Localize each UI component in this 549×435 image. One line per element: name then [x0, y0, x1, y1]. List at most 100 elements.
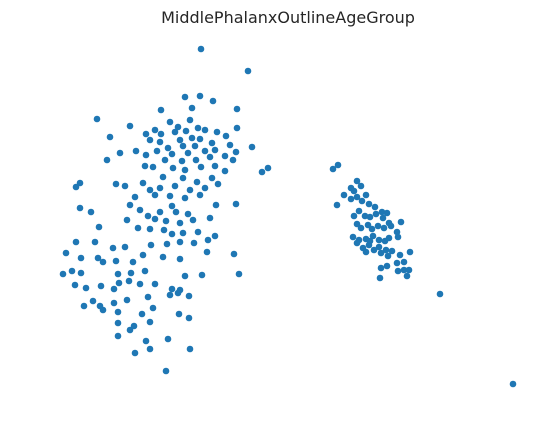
scatter-point	[181, 272, 189, 280]
scatter-point	[144, 293, 152, 301]
scatter-point	[142, 337, 150, 345]
scatter-point	[144, 212, 152, 220]
scatter-point	[394, 267, 402, 275]
scatter-point	[80, 302, 88, 310]
scatter-point	[87, 208, 95, 216]
scatter-point	[181, 93, 189, 101]
scatter-point	[131, 193, 139, 201]
scatter-point	[157, 130, 165, 138]
scatter-point	[130, 322, 138, 330]
scatter-point	[126, 326, 134, 334]
scatter-point	[405, 266, 413, 274]
scatter-point	[385, 234, 393, 242]
scatter-point	[357, 182, 365, 190]
scatter-point	[109, 244, 117, 252]
scatter-point	[175, 310, 183, 318]
scatter-point	[156, 138, 164, 146]
scatter-point	[211, 146, 219, 154]
scatter-point	[209, 97, 217, 105]
scatter-point	[357, 224, 365, 232]
scatter-point	[400, 266, 408, 274]
scatter-point	[123, 216, 131, 224]
scatter-point	[99, 258, 107, 266]
scatter-point	[212, 201, 220, 209]
scatter-point	[114, 308, 122, 316]
scatter-point	[156, 208, 164, 216]
scatter-point	[222, 132, 230, 140]
scatter-point	[353, 177, 361, 185]
scatter-point	[186, 345, 194, 353]
scatter-point	[164, 335, 172, 343]
scatter-point	[181, 166, 189, 174]
scatter-point	[166, 118, 174, 126]
scatter-point	[162, 367, 170, 375]
scatter-point	[372, 210, 380, 218]
scatter-point	[157, 106, 165, 114]
scatter-point	[116, 149, 124, 157]
scatter-point	[374, 222, 382, 230]
scatter-point	[366, 213, 374, 221]
scatter-point	[151, 215, 159, 223]
scatter-point	[362, 248, 370, 256]
scatter-point	[377, 249, 385, 257]
scatter-point	[230, 250, 238, 258]
scatter-point	[229, 156, 237, 164]
scatter-point	[387, 222, 395, 230]
scatter-point	[196, 92, 204, 100]
scatter-point	[350, 212, 358, 220]
scatter-point	[97, 282, 105, 290]
scatter-point	[353, 220, 361, 228]
scatter-point	[146, 136, 154, 144]
scatter-point	[77, 254, 85, 262]
scatter-point	[396, 251, 404, 259]
scatter-point	[397, 218, 405, 226]
scatter-point	[347, 195, 355, 203]
scatter-point	[153, 147, 161, 155]
scatter-point	[201, 184, 209, 192]
scatter-point	[380, 224, 388, 232]
scatter-point	[233, 124, 241, 132]
scatter-point	[388, 247, 396, 255]
scatter-point	[379, 214, 387, 222]
scatter-point	[406, 248, 414, 256]
scatter-point	[211, 232, 219, 240]
scatter-point	[138, 310, 146, 318]
scatter-point	[149, 163, 157, 171]
scatter-point	[149, 304, 157, 312]
scatter-point	[329, 165, 337, 173]
scatter-point	[201, 126, 209, 134]
scatter-point	[214, 180, 222, 188]
scatter-point	[213, 128, 221, 136]
scatter-point	[139, 251, 147, 259]
scatter-point	[151, 280, 159, 288]
scatter-point	[72, 238, 80, 246]
scatter-point	[188, 104, 196, 112]
scatter-point	[174, 123, 182, 131]
scatter-point	[91, 238, 99, 246]
scatter-point	[146, 318, 154, 326]
scatter-point	[204, 236, 212, 244]
scatter-point	[382, 246, 390, 254]
scatter-point	[142, 130, 150, 138]
scatter-point	[375, 243, 383, 251]
scatter-point	[368, 225, 376, 233]
scatter-point	[221, 167, 229, 175]
scatter-point	[114, 319, 122, 327]
scatter-point	[196, 135, 204, 143]
scatter-point	[394, 233, 402, 241]
scatter-point	[509, 380, 517, 388]
scatter-point	[114, 332, 122, 340]
scatter-point	[176, 219, 184, 227]
scatter-point	[72, 183, 80, 191]
scatter-point	[403, 272, 411, 280]
scatter-point	[125, 277, 133, 285]
scatter-point	[184, 210, 192, 218]
scatter-point	[206, 214, 214, 222]
scatter-point	[146, 186, 154, 194]
scatter-point	[365, 241, 373, 249]
scatter-point	[371, 203, 379, 211]
scatter-point	[162, 217, 170, 225]
scatter-point	[147, 241, 155, 249]
scatter-point	[235, 270, 243, 278]
scatter-point	[141, 267, 149, 275]
